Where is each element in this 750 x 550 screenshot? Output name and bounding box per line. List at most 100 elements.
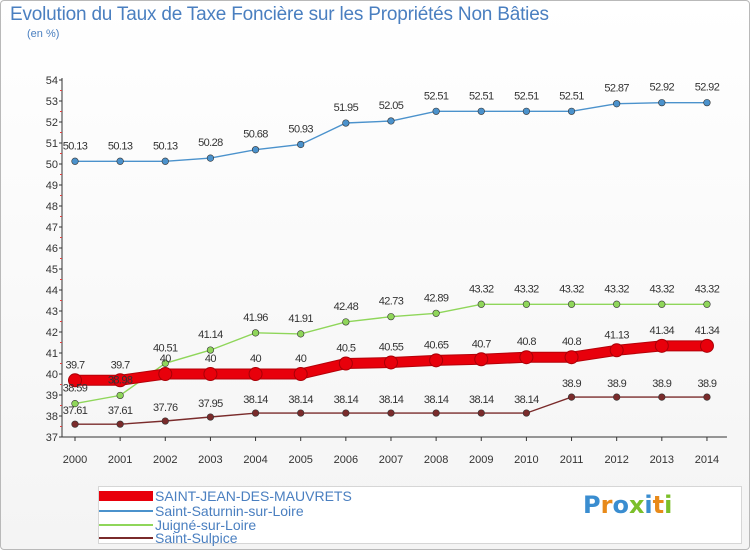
data-label: 38.14 (334, 394, 359, 406)
data-point (432, 309, 440, 317)
data-label: 40.55 (379, 341, 404, 353)
data-point (297, 409, 305, 417)
legend-swatch-saint-jean (99, 491, 153, 501)
data-point (477, 107, 485, 115)
legend-item-saint-jean: SAINT-JEAN-DES-MAUVRETS (99, 488, 352, 504)
chart-subtitle: (en %) (27, 28, 60, 40)
data-point (297, 330, 305, 338)
data-label: 52.51 (559, 90, 584, 102)
data-point (342, 119, 350, 127)
data-label: 52.51 (514, 90, 539, 102)
legend-item-juigne: Juigné-sur-Loire (99, 517, 257, 533)
data-point (613, 393, 621, 401)
x-tick-label: 2000 (63, 454, 87, 466)
x-tick-label: 2002 (153, 454, 177, 466)
data-label: 42.89 (424, 292, 449, 304)
logo-letter: P (583, 491, 601, 519)
data-point (68, 373, 82, 388)
x-tick-label: 2013 (650, 454, 674, 466)
data-point (206, 154, 215, 162)
proxiti-logo: Proxiti (583, 491, 672, 519)
data-label: 40.51 (153, 342, 178, 354)
data-label: 38.98 (108, 374, 133, 386)
y-tick-label: 49 (46, 180, 58, 192)
data-point (429, 353, 444, 368)
y-tick-label: 50 (46, 159, 58, 171)
data-point (342, 318, 350, 326)
data-point (161, 417, 169, 425)
data-point (113, 373, 128, 388)
data-label: 37.76 (153, 402, 178, 414)
data-label: 50.13 (63, 140, 88, 152)
data-label: 43.32 (695, 283, 720, 295)
data-label: 38.14 (469, 394, 494, 406)
data-label: 52.51 (424, 90, 449, 102)
data-label: 43.32 (514, 283, 539, 295)
y-tick-label: 45 (46, 264, 58, 276)
data-label: 39.7 (65, 359, 84, 371)
y-tick-label: 51 (46, 138, 58, 150)
data-point (567, 393, 576, 401)
data-label: 41.91 (288, 313, 313, 325)
data-point (387, 409, 395, 417)
x-tick-label: 2004 (243, 454, 267, 466)
data-label: 37.61 (63, 405, 88, 417)
x-tick-label: 2007 (379, 454, 403, 466)
legend-label-saint-sulpice: Saint-Sulpice (155, 530, 238, 546)
x-tick-label: 2008 (424, 454, 448, 466)
data-label: 43.32 (650, 283, 675, 295)
data-point (477, 409, 485, 417)
data-point (203, 367, 218, 381)
y-tick-label: 53 (46, 96, 58, 108)
data-label: 38.14 (288, 394, 313, 406)
data-label: 52.87 (604, 83, 629, 95)
data-label: 38.9 (562, 378, 581, 390)
data-point (251, 409, 260, 417)
series-1 (71, 99, 711, 165)
legend-label-saint-jean: SAINT-JEAN-DES-MAUVRETS (155, 488, 352, 504)
data-point (477, 300, 485, 308)
series-3 (71, 393, 711, 428)
data-label: 38.9 (652, 378, 671, 390)
data-label: 39.7 (111, 359, 130, 371)
data-point (71, 157, 79, 165)
data-label: 43.32 (469, 283, 494, 295)
data-point (383, 355, 398, 370)
y-tick-label: 40 (46, 369, 58, 381)
data-label: 40 (160, 353, 172, 365)
data-label: 38.9 (697, 378, 716, 390)
x-tick-label: 2014 (695, 454, 719, 466)
y-tick-label: 54 (46, 75, 58, 87)
data-label: 43.32 (559, 283, 584, 295)
data-label: 41.96 (243, 312, 268, 324)
data-label: 42.73 (379, 296, 404, 308)
x-tick-label: 2001 (108, 454, 132, 466)
x-tick-label: 2009 (469, 454, 493, 466)
y-tick-label: 48 (46, 201, 58, 213)
data-point (387, 313, 395, 321)
data-point (658, 393, 666, 401)
data-point (251, 329, 260, 337)
data-label: 50.93 (288, 123, 313, 135)
x-tick-label: 2006 (334, 454, 358, 466)
x-tick-label: 2010 (514, 454, 538, 466)
data-point (609, 343, 624, 358)
data-label: 40.8 (517, 336, 536, 348)
data-point (703, 393, 711, 401)
data-point (703, 99, 711, 107)
data-point (522, 300, 531, 308)
y-tick-label: 41 (46, 348, 58, 360)
data-point (658, 99, 666, 107)
legend-label-juigne: Juigné-sur-Loire (155, 517, 257, 533)
x-tick-label: 2005 (288, 454, 312, 466)
data-label: 43.32 (604, 283, 629, 295)
data-label: 50.68 (243, 129, 268, 141)
data-label: 52.51 (469, 90, 494, 102)
legend-swatch-saint-sulpice (99, 537, 153, 539)
y-tick-label: 43 (46, 306, 58, 318)
data-label: 40 (295, 353, 307, 365)
data-label: 38.14 (514, 394, 539, 406)
data-point (338, 356, 353, 371)
